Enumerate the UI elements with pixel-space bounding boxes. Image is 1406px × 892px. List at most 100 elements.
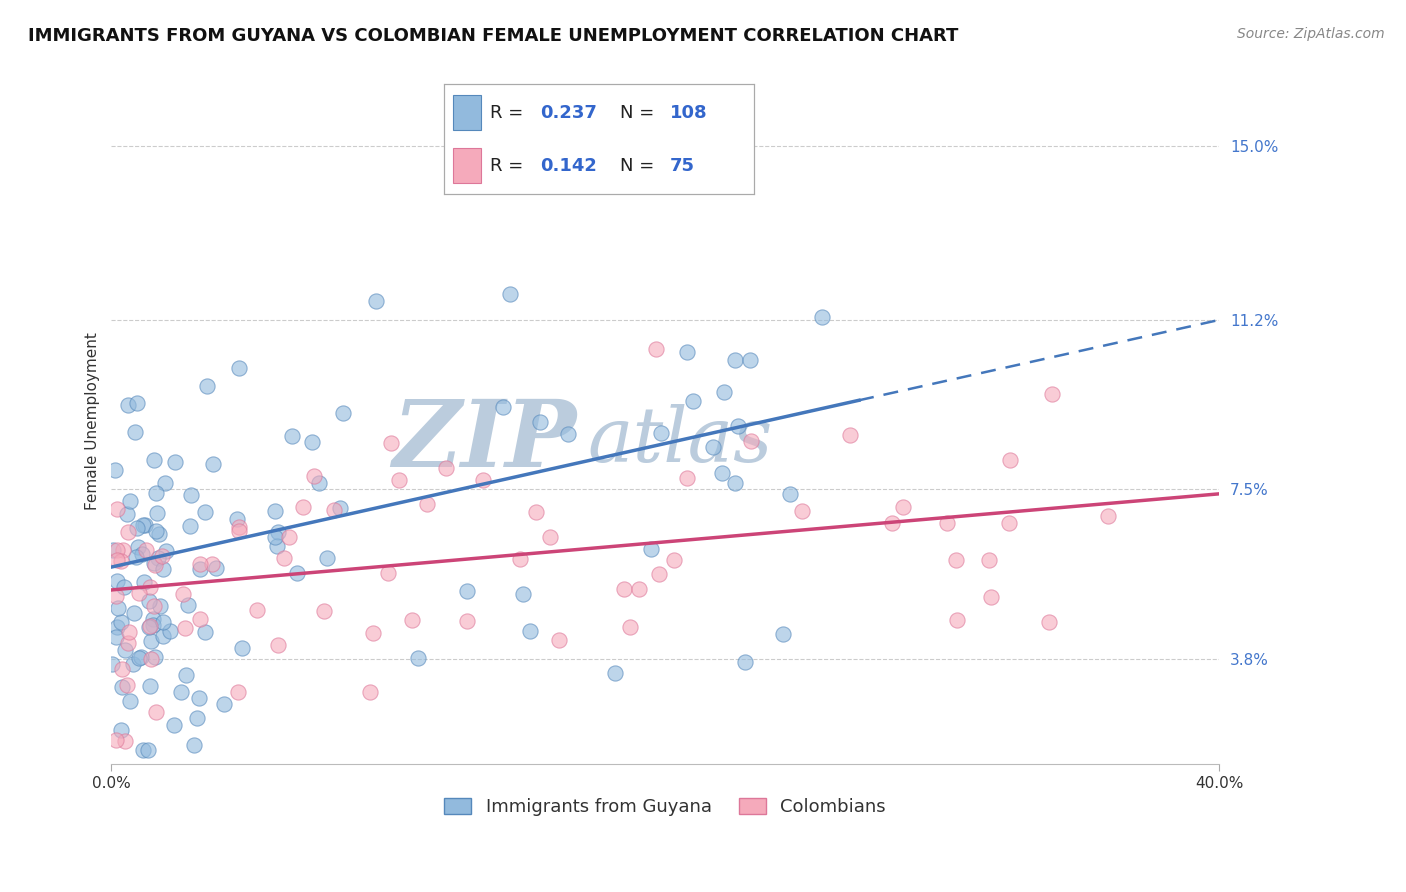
Text: ZIP: ZIP — [392, 396, 576, 486]
Point — [281, 429, 304, 443]
Point — [499, 286, 522, 301]
Point — [142, 557, 165, 571]
Point — [153, 475, 176, 490]
Point — [263, 530, 285, 544]
Point — [205, 560, 228, 574]
Point — [945, 552, 967, 566]
Y-axis label: Female Unemployment: Female Unemployment — [86, 332, 100, 509]
Point — [519, 624, 541, 638]
Point — [839, 428, 862, 442]
Point — [388, 474, 411, 488]
Legend: Immigrants from Guyana, Colombians: Immigrants from Guyana, Colombians — [437, 790, 893, 823]
Point — [197, 379, 219, 393]
Point — [977, 552, 1000, 566]
Point — [980, 590, 1002, 604]
Point — [143, 599, 166, 613]
Point — [740, 434, 762, 448]
Point — [285, 566, 308, 580]
Point — [159, 624, 181, 639]
Point — [557, 426, 579, 441]
Point — [122, 606, 145, 620]
Point — [314, 603, 336, 617]
Point — [110, 615, 132, 629]
Point — [112, 543, 135, 558]
Point — [117, 635, 139, 649]
Point — [891, 500, 914, 515]
Point — [267, 524, 290, 539]
Point — [143, 453, 166, 467]
Point — [640, 542, 662, 557]
Point — [880, 516, 903, 530]
Point — [228, 520, 250, 534]
Point — [946, 614, 969, 628]
Point — [727, 419, 749, 434]
Point — [772, 627, 794, 641]
Point — [779, 487, 801, 501]
Point — [228, 361, 250, 376]
Point — [105, 553, 128, 567]
Point — [547, 632, 569, 647]
Point — [200, 558, 222, 572]
Point — [302, 468, 325, 483]
Point — [332, 406, 354, 420]
Point — [291, 500, 314, 514]
Point — [152, 562, 174, 576]
Point — [138, 594, 160, 608]
Point — [226, 512, 249, 526]
Point — [648, 566, 671, 581]
Point — [529, 415, 551, 429]
Point — [174, 667, 197, 681]
Point — [811, 310, 834, 325]
Point — [177, 598, 200, 612]
Point — [328, 501, 350, 516]
Point — [605, 666, 627, 681]
Point — [231, 641, 253, 656]
Point — [645, 342, 668, 356]
Text: atlas: atlas — [588, 404, 773, 478]
Point — [117, 525, 139, 540]
Point — [491, 400, 513, 414]
Point — [308, 475, 330, 490]
Point — [145, 486, 167, 500]
Point — [146, 506, 169, 520]
Point — [434, 461, 457, 475]
Point — [188, 612, 211, 626]
Point — [132, 743, 155, 757]
Point — [790, 504, 813, 518]
Point — [359, 685, 381, 699]
Point — [114, 642, 136, 657]
Point — [1000, 452, 1022, 467]
Point — [104, 732, 127, 747]
Point — [128, 586, 150, 600]
Point — [139, 580, 162, 594]
Point — [134, 518, 156, 533]
Point — [142, 612, 165, 626]
Point — [724, 353, 747, 368]
Point — [163, 455, 186, 469]
Point — [273, 550, 295, 565]
Point — [188, 690, 211, 705]
Point — [142, 618, 165, 632]
Point — [456, 615, 478, 629]
Point — [1097, 508, 1119, 523]
Point — [315, 550, 337, 565]
Point — [662, 553, 685, 567]
Point — [162, 718, 184, 732]
Point — [179, 518, 201, 533]
Point — [125, 521, 148, 535]
Point — [201, 457, 224, 471]
Text: Source: ZipAtlas.com: Source: ZipAtlas.com — [1237, 27, 1385, 41]
Point — [110, 723, 132, 737]
Point — [145, 705, 167, 719]
Point — [173, 621, 195, 635]
Point — [117, 398, 139, 412]
Point — [190, 562, 212, 576]
Point — [740, 352, 762, 367]
Point — [1040, 386, 1063, 401]
Point — [148, 526, 170, 541]
Point — [141, 652, 163, 666]
Point — [155, 544, 177, 558]
Point — [675, 345, 697, 359]
Point — [143, 558, 166, 572]
Point — [152, 629, 174, 643]
